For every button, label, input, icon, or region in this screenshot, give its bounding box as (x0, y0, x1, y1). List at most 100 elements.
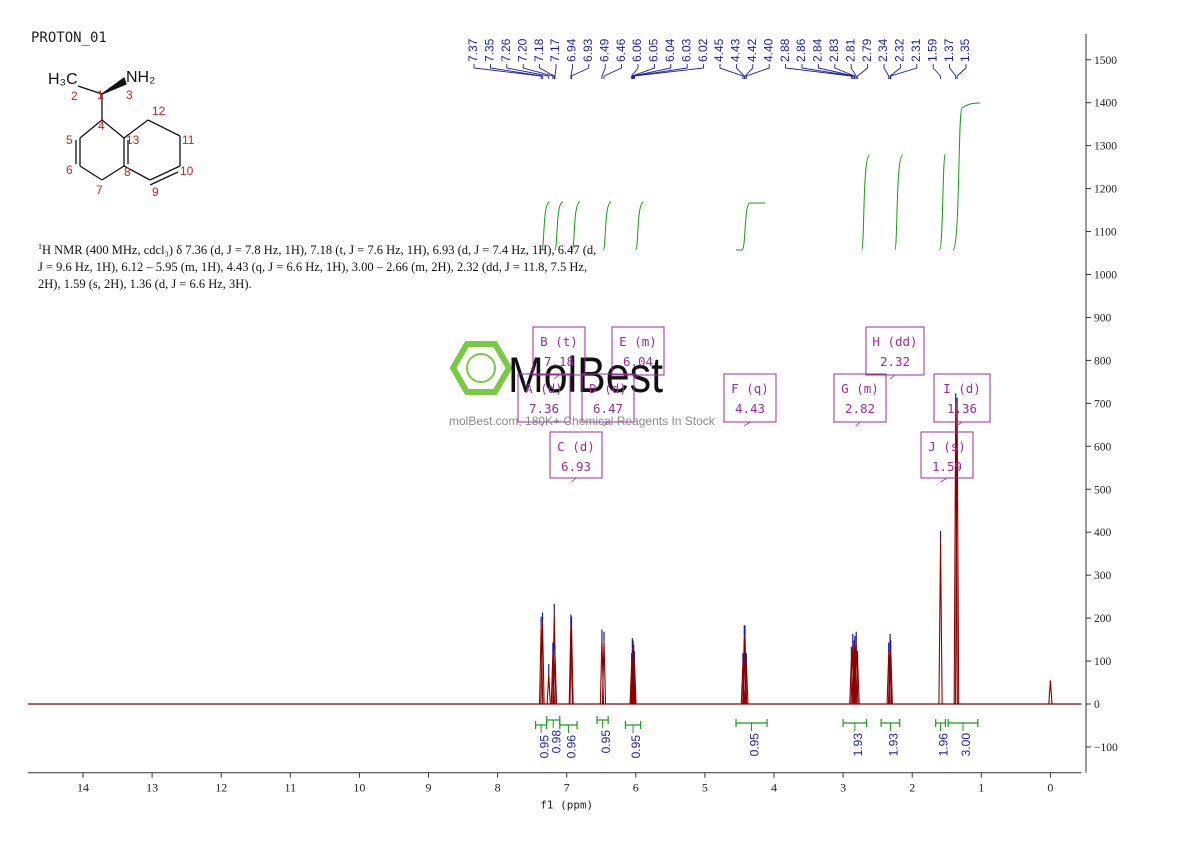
peak-label-leader (834, 64, 856, 79)
peak-label-leader (506, 64, 550, 79)
peak-label-leader (631, 64, 639, 79)
peak-shift-label: 2.84 (811, 38, 825, 62)
peak-label-leader (956, 64, 967, 79)
spectrum-peak (630, 650, 636, 705)
y-tick-label: 500 (1094, 484, 1112, 496)
multiplet-value: 2.32 (880, 354, 910, 369)
x-tick-label: 13 (146, 781, 158, 795)
multiplet-leader (956, 421, 963, 427)
x-tick-label: 3 (840, 781, 846, 795)
atom-number-13: 13 (126, 133, 140, 147)
multiplet-leader (632, 374, 639, 380)
peak-shift-label: 6.05 (647, 38, 661, 62)
peak-label-leader (817, 64, 855, 79)
integral-value: 1.96 (937, 733, 951, 757)
peak-shift-label: 6.94 (565, 38, 579, 62)
peak-shift-label: 6.93 (581, 38, 595, 62)
integral-curve (602, 201, 612, 251)
atom-number-4: 4 (98, 119, 105, 133)
multiplet-label: F (q) (731, 381, 769, 396)
multiplet-leader (541, 421, 545, 427)
x-tick-label: 12 (215, 781, 227, 795)
integral-curve (938, 153, 946, 251)
atom-number-10: 10 (180, 164, 194, 178)
peak-shift-label: 1.37 (942, 38, 956, 62)
peak-label-leader (883, 64, 890, 79)
integral-curve (952, 102, 981, 251)
multiplet-leader (940, 477, 948, 483)
peak-label-leader (745, 64, 770, 79)
peak-shift-label: 7.37 (466, 38, 480, 62)
x-tick-label: 9 (426, 781, 432, 795)
peak-shift-label: 2.88 (778, 38, 792, 62)
peak-shift-label: 6.06 (630, 38, 644, 62)
peak-label-leader (719, 64, 744, 79)
y-tick-label: 1200 (1094, 184, 1117, 196)
multiplet-label: D (d) (589, 381, 627, 396)
atom-number-2: 2 (71, 89, 78, 103)
multiplet-value: 6.04 (623, 354, 653, 369)
x-tick-label: 14 (77, 781, 89, 795)
peak-label-leader (632, 64, 672, 79)
multiplet-label: A (d) (525, 381, 563, 396)
peak-label-leader (889, 64, 901, 79)
integral-value: 3.00 (959, 733, 973, 757)
amine-group-label: NH₂ (126, 69, 155, 86)
peak-label-leader (522, 64, 554, 79)
atom-number-3: 3 (126, 88, 133, 102)
integral-curve (554, 201, 564, 251)
peak-label-leader (539, 64, 555, 79)
integral-value: 0.95 (629, 735, 643, 759)
multiplet-label: B (t) (540, 334, 578, 349)
x-tick-label: 11 (285, 781, 297, 795)
multiplet-value: 6.93 (561, 459, 591, 474)
integral-value: 0.95 (599, 730, 613, 754)
peak-label-leader (473, 64, 542, 79)
peak-shift-label: 4.43 (729, 38, 743, 62)
x-tick-label: 7 (564, 781, 570, 795)
peak-shift-label: 1.59 (925, 38, 939, 62)
peak-label-leader (633, 64, 705, 79)
multiplet-value: 1.59 (932, 459, 962, 474)
multiplet-value: 7.18 (544, 354, 574, 369)
peak-label-leader (489, 64, 543, 79)
y-tick-label: 1400 (1094, 98, 1117, 110)
y-tick-label: 900 (1094, 312, 1112, 324)
atom-number-1: 1 (97, 88, 104, 102)
peak-shift-label: 1.35 (958, 38, 972, 62)
peak-shift-label: 2.31 (909, 38, 923, 62)
description-text: H NMR (400 MHz, cdcl₃) δ 7.36 (d, J = 7.… (38, 243, 597, 292)
spectrum-title: PROTON_01 (31, 30, 107, 46)
peak-shift-label: 2.32 (893, 38, 907, 62)
integral-curve (571, 201, 581, 251)
multiplet-value: 6.47 (593, 401, 623, 416)
multiplet-leader (744, 421, 751, 427)
y-tick-label: 200 (1094, 613, 1112, 625)
peak-shift-label: 2.83 (827, 38, 841, 62)
peak-label-leader (949, 64, 957, 79)
spectrum-peak (852, 646, 857, 705)
peak-shift-label: 7.20 (515, 38, 529, 62)
atom-number-5: 5 (66, 133, 73, 147)
x-tick-label: 2 (909, 781, 915, 795)
spectrum-peak (546, 673, 551, 705)
peak-label-leader (554, 64, 557, 79)
y-tick-label: 0 (1094, 699, 1100, 711)
peak-label-leader (801, 64, 854, 79)
y-tick-label: 1300 (1094, 141, 1117, 153)
peak-shift-label: 7.18 (532, 38, 546, 62)
peak-shift-label: 2.34 (876, 38, 890, 62)
peak-shift-label: 6.02 (696, 38, 710, 62)
watermark-ring-icon (466, 353, 496, 383)
multiplet-value: 4.43 (735, 401, 765, 416)
watermark-hexagon-icon (449, 341, 513, 395)
y-tick-label: 700 (1094, 398, 1112, 410)
peak-label-leader (890, 64, 918, 79)
integral-curve (541, 201, 551, 251)
peak-shift-label: 7.17 (548, 38, 562, 62)
peak-shift-label: 4.42 (745, 38, 759, 62)
integral-curve (861, 154, 871, 251)
nmr-description: 1H NMR (400 MHz, cdcl₃) δ 7.36 (d, J = 7… (38, 238, 598, 293)
peak-shift-label: 2.86 (794, 38, 808, 62)
spectrum-peak (888, 650, 893, 705)
